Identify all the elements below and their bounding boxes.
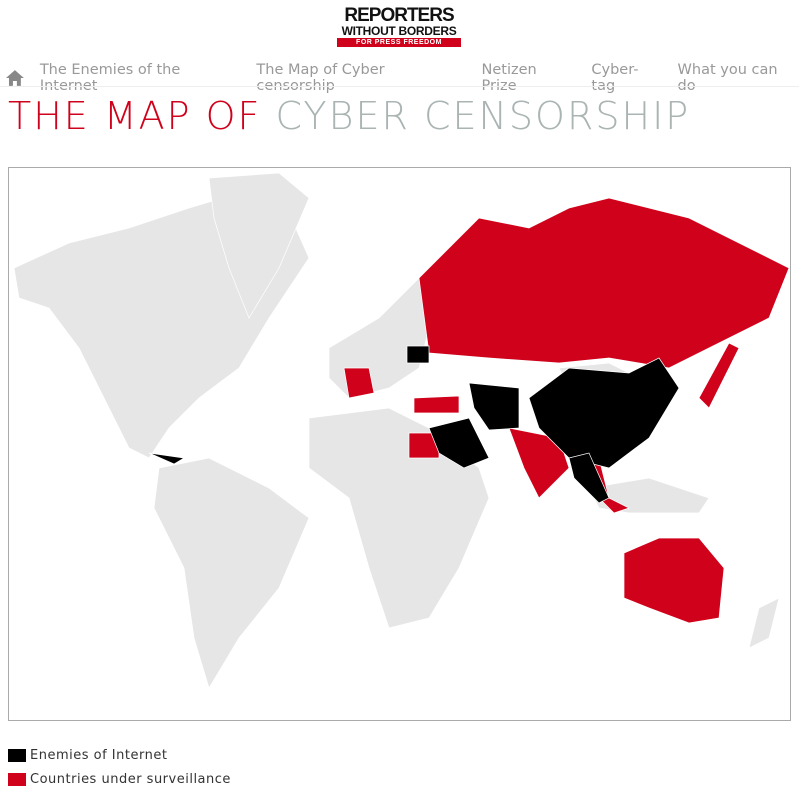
japan bbox=[698, 342, 740, 409]
south-america bbox=[153, 457, 310, 689]
saudi-arabia bbox=[428, 417, 490, 469]
new-zealand bbox=[748, 597, 780, 649]
world-map[interactable] bbox=[8, 167, 791, 721]
home-icon[interactable] bbox=[6, 70, 24, 86]
nav-cyber-tag[interactable]: Cyber-tag bbox=[591, 62, 639, 94]
africa bbox=[308, 407, 490, 629]
page-title: THE MAP OF CYBER CENSORSHIP bbox=[8, 94, 691, 138]
belarus bbox=[406, 345, 430, 364]
main-nav: The Enemies of the Internet The Map of C… bbox=[6, 62, 799, 94]
cuba bbox=[148, 452, 186, 465]
nav-what-you-can-do[interactable]: What you can do bbox=[677, 62, 778, 94]
nav-enemies[interactable]: The Enemies of the Internet bbox=[39, 62, 181, 94]
legend-swatch-red bbox=[8, 773, 26, 786]
russia bbox=[418, 197, 790, 369]
divider bbox=[0, 86, 799, 87]
legend-swatch-black bbox=[8, 749, 26, 762]
australia bbox=[623, 537, 725, 624]
nav-map[interactable]: The Map of Cyber censorship bbox=[256, 62, 385, 94]
france bbox=[343, 367, 375, 399]
vietnam-burma bbox=[568, 452, 610, 504]
egypt bbox=[408, 432, 440, 459]
china bbox=[528, 357, 680, 469]
legend-enemies: Enemies of Internet bbox=[8, 748, 167, 763]
iran bbox=[468, 382, 520, 431]
europe bbox=[328, 277, 430, 399]
greenland bbox=[208, 172, 310, 319]
nav-netizen-prize[interactable]: Netizen Prize bbox=[481, 62, 537, 94]
rsf-logo[interactable]: REPORTERS WITHOUT BORDERS FOR PRESS FREE… bbox=[337, 6, 461, 47]
turkey bbox=[413, 395, 460, 414]
legend-surveillance: Countries under surveillance bbox=[8, 772, 231, 787]
